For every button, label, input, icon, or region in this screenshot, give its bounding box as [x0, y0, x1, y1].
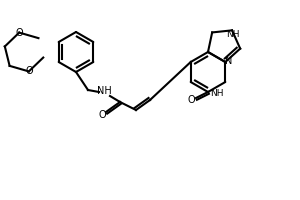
Text: O: O [98, 110, 106, 120]
Text: O: O [15, 28, 23, 38]
Text: NH: NH [226, 30, 240, 39]
Text: NH: NH [210, 90, 224, 98]
Text: NH: NH [97, 86, 111, 96]
Text: O: O [187, 95, 195, 105]
Text: O: O [25, 66, 33, 76]
Text: N: N [225, 56, 232, 66]
